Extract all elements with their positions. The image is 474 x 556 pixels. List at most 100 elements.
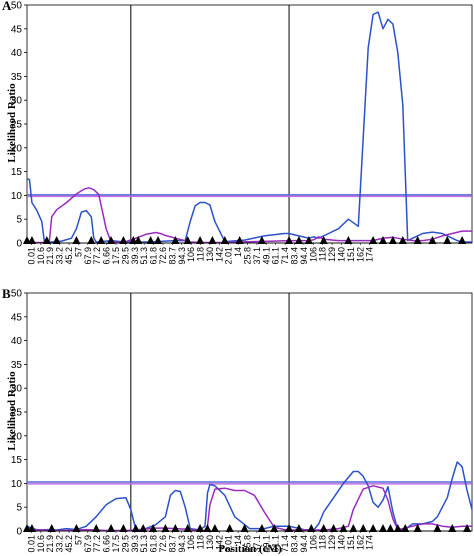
x-tick-label-a-25: 49.1 xyxy=(261,247,271,265)
marker-triangle-a-32 xyxy=(458,236,467,244)
y-tick-label-b-10: 10 xyxy=(11,479,23,490)
marker-triangle-a-27 xyxy=(388,236,397,244)
y-tick-label-b-50: 50 xyxy=(11,289,23,300)
x-tick-label-b-9: 17.5 xyxy=(111,535,121,553)
marker-triangle-b-10 xyxy=(161,524,170,532)
x-tick-label-b-30: 106 xyxy=(308,535,318,550)
marker-triangle-a-5 xyxy=(87,236,96,244)
x-tick-label-a-28: 83.4 xyxy=(289,247,299,265)
marker-triangle-a-18 xyxy=(235,236,244,244)
marker-triangle-a-30 xyxy=(428,236,437,244)
marker-triangle-a-26 xyxy=(379,236,387,244)
marker-triangle-a-4 xyxy=(72,236,81,244)
x-tick-label-b-8: 6.66 xyxy=(102,535,112,553)
x-tick-label-a-34: 151 xyxy=(346,247,356,262)
marker-triangle-a-13 xyxy=(171,236,180,244)
panel-a: A 0 5 10 15 20 25 30 35 40 45 50 0.01 10.6 21.9 33.2 45.… xyxy=(2,0,473,265)
marker-triangle-b-30 xyxy=(386,524,395,532)
x-tick-label-a-32: 129 xyxy=(327,247,337,262)
marker-triangle-a-29 xyxy=(413,236,422,244)
x-tick-label-a-13: 61.8 xyxy=(149,247,159,265)
marker-triangle-b-20 xyxy=(285,524,294,532)
marker-triangle-a-28 xyxy=(398,236,407,244)
x-tick-label-a-3: 33.2 xyxy=(55,247,65,265)
marker-triangle-b-8 xyxy=(139,524,148,532)
x-tick-label-a-15: 83.7 xyxy=(167,247,177,265)
marker-triangle-b-22 xyxy=(307,524,316,532)
series-line-b-1 xyxy=(26,485,472,532)
x-tick-label-a-9: 17.5 xyxy=(111,247,121,265)
marker-triangle-b-16 xyxy=(225,524,234,532)
x-tick-label-b-4: 45.2 xyxy=(64,535,74,553)
x-tick-label-b-5: 57 xyxy=(73,535,83,545)
y-tick-label-a-30: 30 xyxy=(11,96,23,107)
x-tick-label-b-15: 83.7 xyxy=(167,535,177,553)
x-tick-label-a-5: 57 xyxy=(73,247,83,257)
x-tick-label-b-22: 14 xyxy=(233,535,243,545)
x-tick-label-a-4: 45.2 xyxy=(64,247,74,265)
x-tick-label-b-2: 21.9 xyxy=(45,535,55,553)
x-tick-label-b-29: 94.4 xyxy=(299,535,309,553)
marker-triangle-a-8 xyxy=(119,236,128,244)
x-tick-label-a-17: 106 xyxy=(186,247,196,262)
marker-triangle-a-12 xyxy=(154,236,163,244)
x-tick-label-a-31: 118 xyxy=(318,247,328,261)
marker-triangle-b-31 xyxy=(393,524,402,532)
x-tick-label-b-19: 130 xyxy=(205,535,215,550)
x-tick-label-a-18: 118 xyxy=(196,247,206,261)
y-tick-label-b-20: 20 xyxy=(11,431,23,442)
marker-triangle-b-35 xyxy=(448,524,457,532)
marker-triangle-b-17 xyxy=(240,524,249,532)
y-axis-title-b: Likelihood Ratio xyxy=(6,371,18,451)
x-tick-label-a-26: 61.1 xyxy=(271,247,281,265)
marker-triangle-b-7 xyxy=(131,524,140,532)
x-tick-label-a-30: 106 xyxy=(308,247,318,262)
panel-letter-a: A xyxy=(2,0,12,13)
marker-triangle-b-1 xyxy=(27,524,36,532)
y-tick-label-a-45: 45 xyxy=(11,24,23,35)
x-tick-label-a-10: 29.5 xyxy=(120,247,130,265)
x-tick-label-b-24: 37.1 xyxy=(252,535,262,553)
marker-triangle-a-24 xyxy=(344,236,353,244)
marker-triangle-b-18 xyxy=(257,524,266,532)
marker-triangle-a-25 xyxy=(369,236,378,244)
y-tick-label-a-0: 0 xyxy=(16,239,22,250)
marker-triangle-a-15 xyxy=(196,236,205,244)
marker-triangle-a-3 xyxy=(52,236,61,244)
x-tick-label-a-20: 142 xyxy=(214,247,224,262)
y-tick-label-a-5: 5 xyxy=(16,215,22,226)
marker-triangle-a-6 xyxy=(97,236,106,244)
x-tick-label-a-0: 0.01 xyxy=(26,247,36,265)
marker-triangle-b-2 xyxy=(47,524,56,532)
marker-triangle-a-10 xyxy=(134,236,143,244)
x-tick-label-a-2: 21.9 xyxy=(45,247,55,265)
y-tick-label-b-5: 5 xyxy=(16,503,22,514)
x-tick-label-a-1: 10.6 xyxy=(36,247,46,265)
marker-triangle-a-21 xyxy=(294,236,303,244)
marker-triangle-a-22 xyxy=(304,236,313,244)
marker-triangle-b-23 xyxy=(319,524,328,532)
x-tick-label-b-3: 33.2 xyxy=(55,535,65,553)
x-tick-label-b-10: 29.5 xyxy=(120,535,130,553)
x-tick-label-b-11: 39.3 xyxy=(130,535,140,553)
y-tick-label-a-20: 20 xyxy=(11,143,23,154)
x-tick-label-b-34: 151 xyxy=(346,535,356,550)
panel-letter-b: B xyxy=(2,286,11,301)
y-tick-label-b-0: 0 xyxy=(16,527,22,538)
panel-b: B 0 5 10 15 20 25 30 35 40 45 50 0.01 10.6 21.9 33.2 45.… xyxy=(2,286,473,553)
series-line-b-0 xyxy=(26,461,473,531)
x-tick-label-a-8: 6.66 xyxy=(102,247,112,265)
marker-triangle-b-36 xyxy=(463,524,472,532)
y-tick-label-a-10: 10 xyxy=(11,191,23,202)
y-tick-label-a-25: 25 xyxy=(11,120,23,131)
marker-triangle-b-33 xyxy=(413,524,422,532)
x-tick-label-b-18: 118 xyxy=(196,535,206,549)
marker-triangle-b-29 xyxy=(379,524,387,532)
marker-triangle-b-21 xyxy=(294,524,303,532)
marker-triangle-a-19 xyxy=(257,236,266,244)
marker-triangle-a-2 xyxy=(42,236,51,244)
x-tick-label-b-12: 51.3 xyxy=(139,535,149,553)
x-tick-label-b-13: 61.8 xyxy=(149,535,159,553)
marker-triangle-b-24 xyxy=(329,524,338,532)
marker-triangle-a-11 xyxy=(146,236,155,244)
